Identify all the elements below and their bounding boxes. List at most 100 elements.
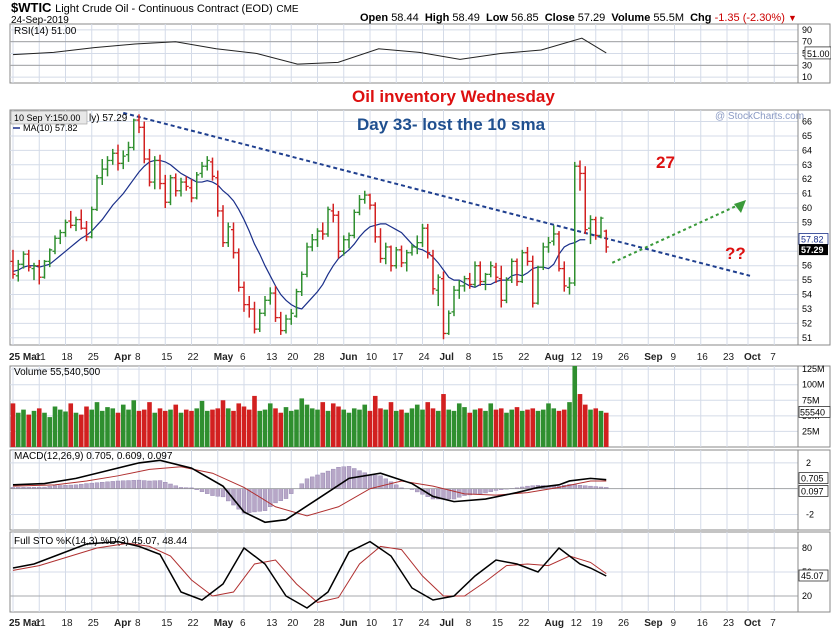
volume-bar	[120, 404, 126, 447]
macd-histogram-bar	[210, 488, 215, 496]
macd-histogram-bar	[415, 488, 420, 493]
watermark: @ StockCharts.com	[715, 111, 805, 122]
volume-bar	[315, 409, 320, 447]
x-tick-bottom-label: 23	[723, 618, 735, 629]
macd-histogram-bar	[247, 488, 252, 513]
volume-bar	[414, 404, 420, 447]
volume-bar	[31, 410, 37, 447]
price-value-box	[799, 244, 828, 256]
macd-histogram-bar	[483, 488, 488, 494]
annotation-question: ??	[725, 244, 746, 263]
macd-histogram-bar	[325, 470, 331, 489]
volume-ytick-label: 75M	[802, 395, 820, 405]
x-tick-label: Aug	[545, 352, 564, 363]
volume-bar	[162, 410, 168, 447]
macd-histogram-bar	[357, 470, 362, 489]
macd-histogram-bar	[168, 483, 173, 489]
macd-histogram-bar	[451, 488, 457, 500]
volume-bar	[430, 408, 436, 447]
volume-bar	[141, 409, 147, 447]
volume-bar	[351, 408, 357, 447]
volume-bar	[572, 366, 578, 447]
symbol: $WTIC	[11, 0, 52, 15]
volume-bar	[561, 409, 567, 447]
macd-histogram-bar	[525, 485, 530, 489]
volume-bar	[47, 417, 53, 447]
x-tick-bottom-label: 12	[571, 618, 583, 629]
x-tick-bottom-label: Oct	[744, 618, 761, 629]
volume-bar	[105, 407, 110, 447]
annotation-peak: 27	[656, 153, 675, 172]
macd-ytick-label: 2	[806, 458, 811, 468]
volume-bar	[383, 409, 389, 447]
x-tick-bottom-label: Jul	[440, 618, 455, 629]
macd-histogram-bar	[367, 474, 373, 489]
x-tick-label: Jul	[440, 352, 455, 363]
macd-histogram-bar	[304, 478, 310, 489]
price-ytick-label: 55	[802, 275, 812, 285]
macd-histogram-bar	[52, 485, 58, 489]
price-value-label: 57.29	[801, 245, 824, 255]
macd-histogram-bar	[131, 480, 136, 489]
rsi-ytick-label: 30	[802, 60, 812, 70]
volume-bar	[435, 410, 441, 447]
x-tick-label: 22	[188, 352, 200, 363]
rsi-legend: RSI(14) 51.00	[14, 26, 77, 37]
sto-k-line	[12, 540, 607, 609]
rsi-value-box	[804, 46, 831, 60]
macd-histogram-bar	[472, 488, 478, 495]
volume-bar	[257, 410, 263, 447]
macd-histogram-bar	[79, 483, 84, 489]
volume-bar	[110, 408, 116, 447]
macd-histogram-bar	[205, 488, 210, 494]
volume-ytick-label: 100M	[802, 380, 825, 390]
volume-bar	[304, 404, 310, 447]
volume-bar	[551, 408, 557, 447]
macd-histogram-bar	[394, 484, 399, 489]
price-ytick-label: 62	[802, 174, 812, 184]
volume-bar	[362, 404, 368, 447]
volume-bar	[535, 410, 541, 447]
volume-bar	[225, 408, 231, 447]
macd-histogram-bar	[58, 485, 63, 489]
x-tick-bottom-label: 25 Mar	[9, 618, 41, 629]
ma10-line	[12, 159, 586, 310]
volume-legend: Volume 55,540,500	[14, 367, 101, 378]
volume-bar	[10, 403, 16, 447]
x-tick-bottom-label: 6	[240, 618, 246, 629]
x-tick-label: 11	[35, 352, 46, 363]
x-tick-bottom-label: 15	[161, 618, 173, 629]
macd-histogram-bar	[115, 480, 121, 489]
x-tick-label: 8	[135, 352, 141, 363]
volume-bar	[483, 410, 488, 447]
volume-bar	[231, 410, 236, 447]
price-tooltip: 10 Sep Y:150.00	[14, 113, 80, 123]
volume-bar	[199, 400, 205, 447]
volume-bar	[546, 403, 551, 447]
x-tick-bottom-label: 25	[88, 618, 100, 629]
macd-histogram-bar	[199, 488, 205, 492]
macd-histogram-bar	[310, 476, 315, 489]
chart-header-symbol: $WTIC Light Crude Oil - Continuous Contr…	[11, 0, 299, 15]
macd-histogram-bar	[105, 481, 110, 489]
volume-bar	[409, 408, 415, 447]
volume-bar	[325, 410, 331, 447]
volume-ytick-label: 25M	[802, 426, 820, 436]
x-tick-label: 17	[392, 352, 404, 363]
volume-bar	[462, 407, 467, 447]
rsi-ytick-label: 10	[802, 72, 812, 82]
x-tick-bottom-label: 22	[518, 618, 530, 629]
x-tick-label: 20	[287, 352, 299, 363]
price-legend: ly) 57.29	[89, 113, 128, 124]
x-tick-bottom-label: 8	[466, 618, 472, 629]
macd-histogram-bar	[315, 474, 320, 489]
volume-bar	[262, 409, 268, 447]
macd-histogram-bar	[136, 479, 142, 489]
macd-histogram-bar	[283, 488, 289, 499]
macd-line	[12, 459, 607, 524]
volume-bar	[556, 410, 562, 447]
volume-bar	[294, 409, 299, 447]
x-tick-bottom-label: 17	[392, 618, 404, 629]
volume-bar	[215, 408, 221, 447]
